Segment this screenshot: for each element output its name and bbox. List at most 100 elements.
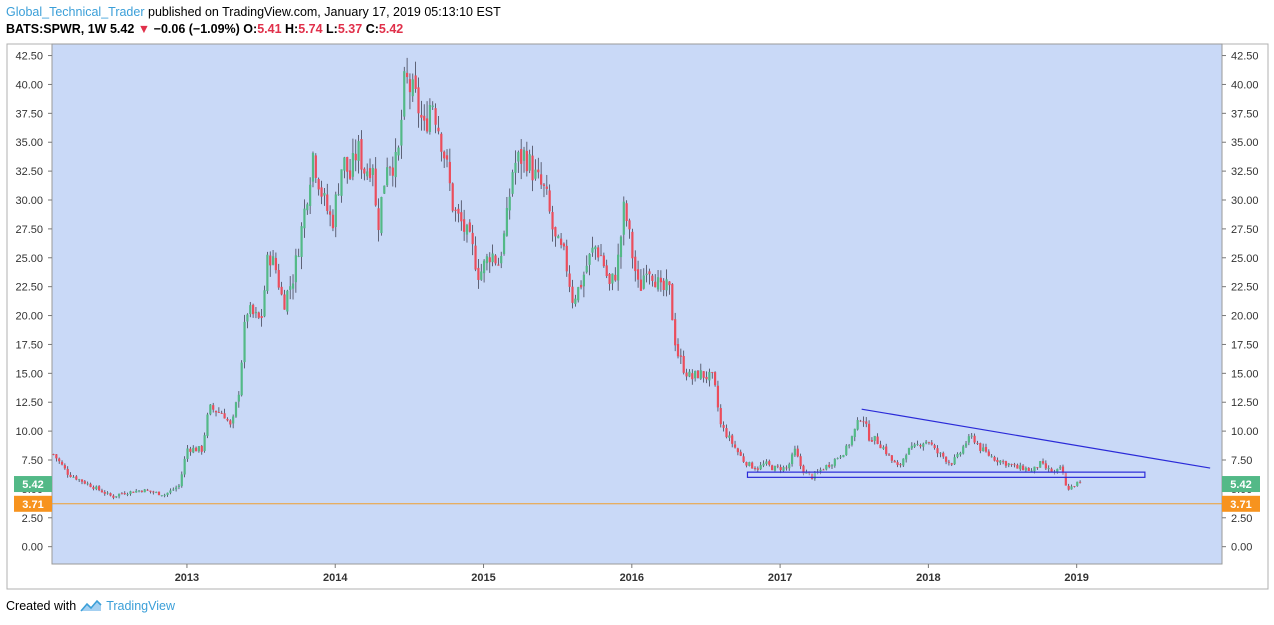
candle-up <box>169 490 172 493</box>
candle-up <box>805 471 808 474</box>
y-tick-label: 17.50 <box>15 339 43 351</box>
candle-up <box>465 225 469 235</box>
candle-up <box>762 463 765 466</box>
candle-up <box>480 271 483 280</box>
y-tick-label: 40.00 <box>15 79 43 91</box>
candle-up <box>232 416 235 424</box>
candle-down <box>865 421 868 424</box>
candle-up <box>534 169 537 179</box>
created-with-text: Created with <box>6 599 77 613</box>
candle-up <box>254 311 258 314</box>
candle-down <box>331 214 335 229</box>
candle-down <box>66 468 69 475</box>
candle-down <box>1064 473 1067 486</box>
author-link[interactable]: Global_Technical_Trader <box>6 5 145 19</box>
last-price-badge-left <box>14 476 52 493</box>
candle-down <box>987 451 990 456</box>
candle-up <box>642 275 645 289</box>
candle-up <box>431 105 434 107</box>
candle-down <box>628 220 631 230</box>
candle-up <box>397 147 400 156</box>
y-tick-label: 35.00 <box>1231 137 1259 149</box>
candle-up <box>833 459 836 466</box>
candle-up <box>126 494 129 496</box>
candle-up <box>708 371 711 381</box>
candle-down <box>417 87 420 114</box>
candle-down <box>799 456 802 467</box>
candle-down <box>654 281 657 288</box>
candle-down <box>545 186 548 189</box>
y-tick-label: 12.50 <box>15 397 43 409</box>
y-tick-label: 2.50 <box>1231 513 1252 525</box>
candle-up <box>856 420 859 430</box>
candle-up <box>1007 463 1010 466</box>
right-price-axis[interactable]: 0.002.505.007.5010.0012.5015.0017.5020.0… <box>1222 51 1259 554</box>
candle-up <box>819 469 822 472</box>
candle-down <box>531 155 534 181</box>
candle-down <box>879 444 882 449</box>
candle-up <box>294 255 297 283</box>
candle-down <box>722 425 725 428</box>
candle-down <box>423 115 426 121</box>
candle-down <box>691 373 694 380</box>
candle-up <box>790 454 794 464</box>
candle-down <box>565 245 568 272</box>
y-tick-label: 25.00 <box>1231 253 1259 265</box>
candle-down <box>274 257 278 271</box>
candle-up <box>237 394 240 402</box>
candle-up <box>206 414 209 436</box>
candle-down <box>226 418 229 421</box>
candle-up <box>953 457 956 465</box>
tradingview-brand-link[interactable]: TradingView <box>106 599 175 613</box>
candle-up <box>300 226 303 257</box>
candle-down <box>551 211 554 230</box>
candle-up <box>386 167 389 186</box>
candle-up <box>882 447 885 449</box>
candle-up <box>1070 486 1073 490</box>
candle-up <box>964 443 968 447</box>
y-tick-label: 35.00 <box>15 137 43 149</box>
left-price-axis[interactable]: 0.002.505.007.5010.0012.5015.0017.5020.0… <box>15 51 52 554</box>
last-price-badge-right <box>1222 476 1260 493</box>
candle-down <box>936 448 939 454</box>
high-label: H: <box>285 22 299 36</box>
candle-down <box>828 464 831 467</box>
candle-down <box>862 421 865 423</box>
candle-down <box>579 284 583 288</box>
candle-down <box>1067 485 1070 490</box>
candle-up <box>78 479 81 481</box>
candle-up <box>234 402 238 417</box>
candle-up <box>830 465 834 467</box>
candle-up <box>243 321 246 363</box>
candle-down <box>220 412 223 414</box>
symbol-label: BATS:SPWR, 1W <box>6 22 107 36</box>
candle-up <box>825 465 828 470</box>
candle-down <box>448 161 451 184</box>
candle-down <box>742 456 745 462</box>
candle-down <box>89 483 92 488</box>
candle-up <box>209 404 212 415</box>
candle-up <box>311 152 315 182</box>
candle-down <box>1027 467 1030 472</box>
candle-up <box>962 446 965 454</box>
plot-area[interactable] <box>51 43 1223 565</box>
candle-down <box>885 446 888 455</box>
candle-down <box>488 257 491 263</box>
time-axis[interactable]: 2013 2014 2015 2016 2017 2018 2019 <box>175 564 1089 584</box>
candle-up <box>967 436 970 443</box>
candle-up <box>72 476 75 478</box>
candle-up <box>514 162 517 173</box>
candle-up <box>340 169 343 196</box>
tradingview-logo-icon <box>80 599 102 612</box>
y-tick-label: 22.50 <box>1231 282 1259 294</box>
candle-up <box>137 490 141 492</box>
y-tick-label: 12.50 <box>1231 397 1259 409</box>
candle-down <box>822 469 825 471</box>
candle-up <box>203 435 206 451</box>
candle-down <box>454 209 457 211</box>
candle-up <box>699 370 702 379</box>
y-tick-label: 7.50 <box>22 455 43 467</box>
candle-down <box>112 495 115 498</box>
candle-down <box>976 442 979 444</box>
